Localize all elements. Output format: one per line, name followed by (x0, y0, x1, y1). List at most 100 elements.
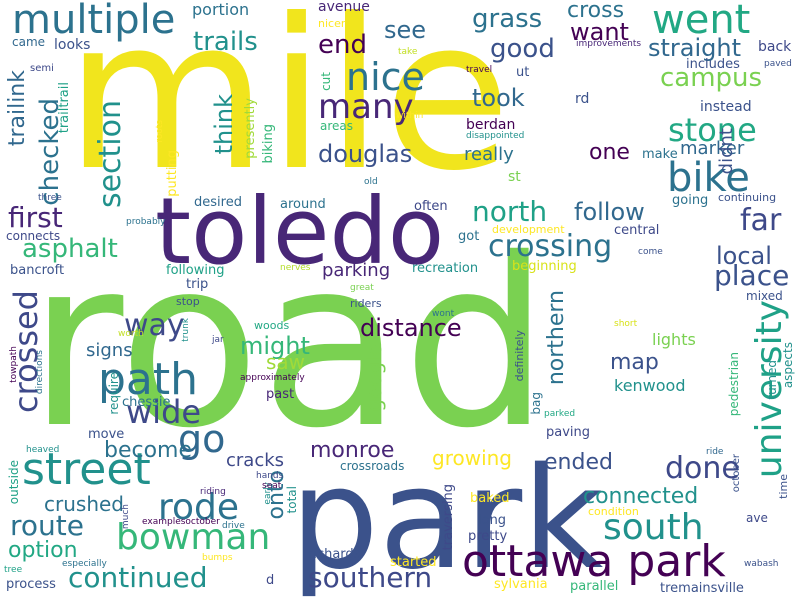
word: short (614, 319, 638, 329)
word: crossing (488, 229, 613, 264)
word: ended (544, 450, 613, 475)
word: marker (680, 138, 745, 159)
word: signs (86, 340, 133, 361)
word: beginning (512, 259, 577, 274)
word: option (8, 538, 78, 563)
word: go (178, 417, 226, 461)
word: aspects (781, 342, 795, 389)
word: bag (529, 392, 543, 415)
word: parallel (570, 579, 619, 594)
word: approximately (240, 373, 305, 383)
word: following (166, 263, 225, 278)
word: came (12, 35, 46, 49)
word: take (398, 47, 418, 57)
word: long (478, 513, 507, 528)
word: done (665, 451, 740, 486)
word: wide (126, 393, 202, 431)
word: includes (686, 57, 740, 72)
word: condition (588, 505, 639, 518)
word: ride (706, 447, 724, 457)
word: want (570, 18, 629, 46)
word: trailink (5, 70, 30, 147)
word: going (672, 193, 709, 208)
word: wont (432, 309, 455, 319)
word: pedestrian (727, 352, 741, 417)
word: might (240, 332, 310, 360)
word: development (492, 223, 565, 236)
word: got (458, 229, 480, 244)
word: road (28, 209, 550, 479)
word: mixed (746, 289, 783, 303)
word: roots (155, 120, 165, 143)
word: come (638, 247, 663, 257)
word: cross (567, 0, 625, 23)
word: portion (192, 0, 250, 19)
word: way (124, 308, 185, 343)
word: require (107, 372, 121, 415)
word: parking (322, 260, 391, 281)
word: directions (35, 350, 45, 395)
word: drive (222, 521, 245, 531)
word: parked (544, 409, 576, 419)
word: stop (176, 295, 200, 308)
word: putting (165, 150, 180, 197)
word: worth (118, 329, 144, 339)
word: st (508, 169, 521, 185)
word: continued (68, 561, 208, 594)
word: october (731, 454, 742, 493)
word: trip (186, 277, 209, 292)
word: wabash (744, 559, 779, 569)
word: crushed (44, 492, 124, 516)
word: great (350, 283, 374, 293)
word: asphalt (22, 234, 118, 264)
word: seat (262, 481, 282, 491)
word: biking (261, 124, 276, 164)
word: cut (319, 72, 333, 91)
word: pretty (468, 529, 508, 544)
word: think (210, 94, 238, 155)
word: old (364, 177, 378, 187)
word: towpath (9, 346, 19, 383)
word: desired (194, 195, 242, 210)
word: chessie (122, 395, 171, 410)
word: didnt (716, 128, 737, 175)
word: past (266, 387, 295, 402)
word: bowman (116, 517, 271, 558)
word: paved (764, 59, 792, 69)
word: went (652, 0, 751, 43)
word: southern (308, 561, 433, 594)
word: trails (193, 27, 258, 57)
word: much (121, 504, 131, 530)
word: disappointed (466, 131, 525, 141)
word: connects (6, 229, 61, 243)
word: map (610, 350, 659, 375)
word: one (589, 140, 630, 165)
word: crossroads (340, 459, 405, 473)
word: first (8, 201, 63, 234)
word: back (758, 39, 792, 55)
word: especially (62, 559, 107, 569)
word: park (290, 438, 604, 600)
word: multiple (12, 0, 176, 43)
word: bancroft (10, 263, 65, 278)
word: heaved (26, 445, 60, 455)
word: avenue (318, 0, 370, 15)
word: lights (652, 330, 696, 349)
word: d (266, 573, 275, 588)
word: hands (256, 471, 284, 481)
word: baked (470, 491, 510, 506)
word: recreation (412, 261, 479, 276)
word: nicer (318, 17, 346, 30)
word: connected (583, 484, 699, 509)
word: often (414, 199, 448, 214)
word: tremainsville (660, 581, 744, 596)
word: northern (544, 290, 569, 386)
word: three (38, 193, 62, 203)
word: kenwood (614, 376, 686, 395)
word: place (714, 259, 790, 292)
word: route (10, 509, 84, 542)
word: process (6, 577, 56, 592)
word: traversing (441, 484, 456, 551)
word: probably (126, 217, 166, 227)
word: monroe (310, 438, 395, 463)
